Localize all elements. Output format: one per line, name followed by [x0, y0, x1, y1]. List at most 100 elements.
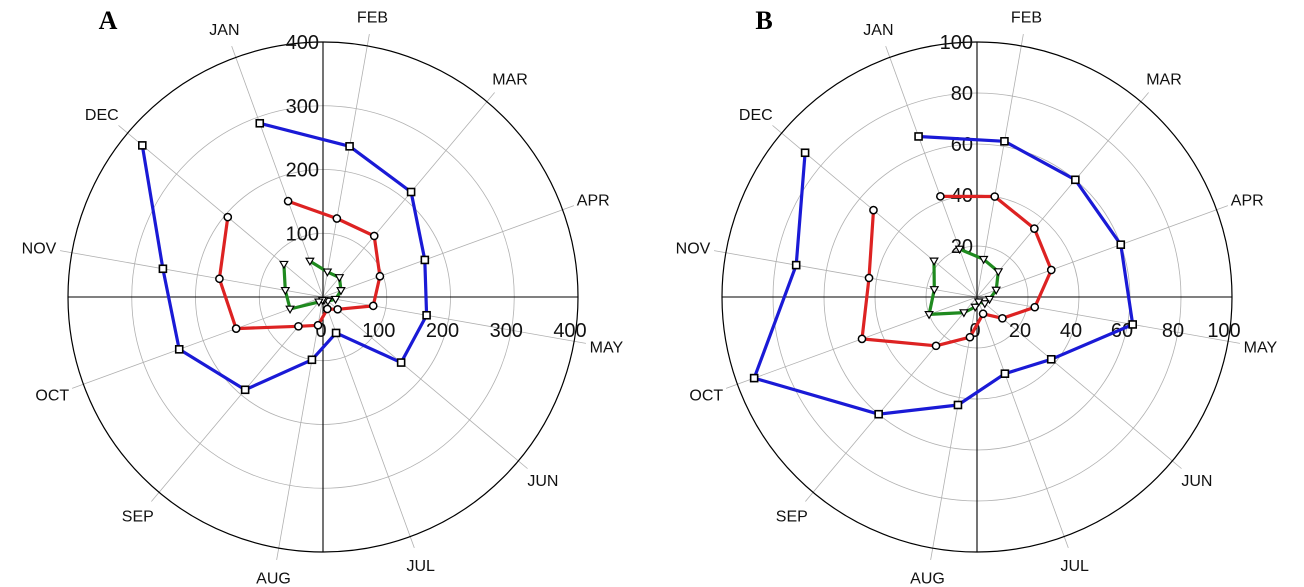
r-tick-label: 20 — [1009, 320, 1031, 342]
month-label-jan: JAN — [209, 22, 239, 39]
series-red-point-mar — [1030, 224, 1039, 233]
series-blue-point-aug — [953, 400, 963, 410]
series-red-point-may — [1030, 302, 1040, 312]
series-red-point-dec — [223, 212, 233, 222]
r-tick-label: 100 — [286, 223, 319, 245]
series-green-point-sep — [314, 298, 324, 307]
month-label-apr: APR — [577, 193, 610, 210]
series-green-point-nov — [929, 286, 940, 295]
series-red-line — [217, 199, 382, 331]
series-blue-line — [752, 134, 1135, 416]
series-green-point-apr — [336, 287, 346, 296]
month-label-jun: JUN — [1181, 473, 1212, 490]
month-label-dec: DEC — [85, 107, 119, 124]
series-red-point-sep — [931, 341, 941, 351]
series-red-point-oct — [857, 334, 867, 344]
series-red-point-may — [368, 301, 378, 311]
series-red-point-apr — [1046, 265, 1056, 275]
series-green-point-may — [330, 295, 341, 305]
month-label-may: MAY — [1244, 339, 1278, 356]
spoke-sep — [151, 296, 324, 502]
series-blue-point-sep — [874, 409, 883, 419]
series-red-point-oct — [231, 324, 241, 333]
series-blue-point-may — [422, 310, 431, 320]
series-blue-point-jan — [914, 132, 923, 141]
series-red-line — [860, 194, 1053, 348]
spoke-aug — [276, 296, 324, 561]
r-tick-label: 200 — [426, 320, 459, 342]
series-blue-point-apr — [1116, 240, 1126, 249]
series-blue-point-nov — [791, 260, 801, 270]
series-red-point-nov — [215, 274, 224, 284]
month-label-feb: FEB — [357, 9, 388, 26]
month-label-oct: OCT — [689, 387, 723, 404]
spoke-oct — [71, 296, 324, 389]
series-green-point-apr — [991, 286, 1002, 296]
month-label-aug: AUG — [910, 571, 945, 587]
series-red-point-mar — [369, 231, 379, 241]
series-red-point-apr — [375, 271, 385, 281]
series-blue-point-oct — [749, 373, 759, 383]
spoke-mar — [976, 92, 1149, 298]
month-label-mar: MAR — [492, 72, 528, 89]
spoke-feb — [322, 33, 370, 298]
series-red-point-aug — [965, 332, 975, 342]
series-blue-point-jul — [1000, 369, 1010, 378]
r-tick-label: 300 — [286, 96, 319, 118]
series-green-point-dec — [279, 260, 289, 270]
series-blue-point-jun — [396, 358, 406, 367]
spoke-jun — [976, 296, 1182, 469]
series-red-point-feb — [990, 192, 1000, 201]
r-tick-label: 80 — [1162, 320, 1184, 342]
series-blue-point-dec — [800, 148, 810, 158]
series-red-point-dec — [869, 205, 878, 215]
series-green-point-dec — [929, 257, 939, 266]
spoke-feb — [976, 33, 1024, 298]
radar-panel-b: 02020404060608080100100JANFEBMARAPRMAYJU… — [676, 6, 1278, 587]
series-green-point-oct — [924, 311, 934, 320]
month-label-mar: MAR — [1146, 72, 1182, 89]
series-blue-point-sep — [240, 385, 250, 395]
r-tick-label: 400 — [553, 320, 586, 342]
series-blue-point-apr — [420, 255, 430, 265]
series-green-point-mar — [334, 274, 345, 283]
r-tick-label: 100 — [362, 320, 395, 342]
spoke-jun — [322, 296, 528, 469]
month-label-apr: APR — [1231, 193, 1264, 210]
r-tick-label: 80 — [951, 83, 973, 105]
series-red-point-jun — [333, 304, 343, 314]
r-tick-label: 400 — [286, 32, 319, 54]
series-green-point-jan — [954, 245, 965, 255]
series-red-point-sep — [294, 321, 303, 331]
spoke-jul — [976, 296, 1069, 549]
spoke-may — [976, 296, 1241, 344]
spoke-sep — [805, 296, 978, 502]
r-tick-label: 100 — [1207, 320, 1240, 342]
series-green-point-jul — [973, 298, 984, 307]
series-green-point-nov — [280, 286, 291, 296]
series-red-point-nov — [864, 273, 874, 283]
month-label-jan: JAN — [863, 22, 893, 39]
series-green-point-jan — [305, 257, 315, 267]
r-tick-label: 0 — [315, 320, 326, 342]
panel-label-a: A — [99, 6, 118, 35]
series-red-point-jan — [283, 196, 293, 206]
month-label-may: MAY — [590, 339, 624, 356]
spoke-dec — [118, 125, 324, 298]
spoke-apr — [322, 205, 575, 298]
series-blue-point-jul — [331, 328, 341, 338]
month-label-dec: DEC — [739, 107, 773, 124]
series-blue-point-aug — [307, 355, 317, 365]
series-green-point-sep — [959, 309, 969, 318]
spoke-nov — [59, 250, 324, 298]
month-label-sep: SEP — [776, 508, 808, 525]
r-tick-label: 100 — [940, 32, 973, 54]
spoke-oct — [725, 296, 978, 389]
series-blue-point-nov — [158, 264, 168, 274]
r-tick-label: 200 — [286, 160, 319, 182]
series-blue-point-oct — [174, 345, 184, 354]
series-red-point-jan — [936, 192, 945, 201]
series-green-point-may — [984, 295, 995, 305]
month-label-feb: FEB — [1011, 9, 1042, 26]
